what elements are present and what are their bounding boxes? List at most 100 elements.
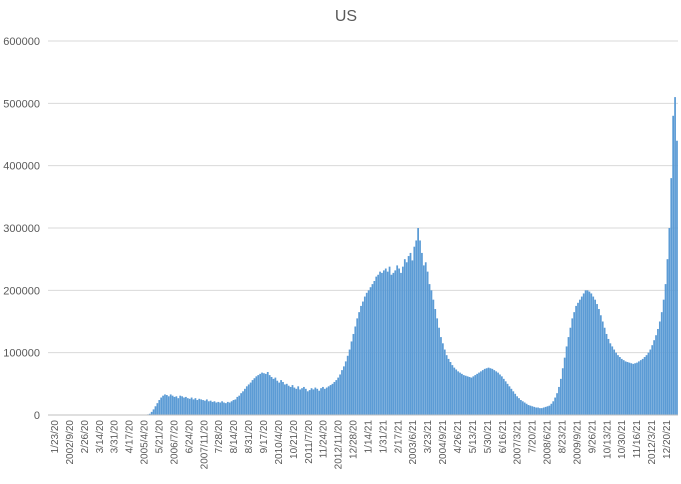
x-tick-label: 2002/9/20 [65,420,76,465]
bar [274,377,277,415]
bar [483,368,486,415]
bar [396,265,399,415]
x-tick-label: 10/13/21 [602,420,613,459]
bar [599,315,602,415]
bar [468,376,471,415]
bar [624,361,627,415]
bar [628,362,631,415]
bar [495,371,498,415]
bar [573,312,576,415]
bar [521,401,524,415]
bar [660,312,663,415]
bar [565,346,568,415]
bar [421,252,423,415]
bar [548,405,551,415]
bar [348,349,351,415]
x-tick-label: 1/31/21 [378,420,389,454]
bar [525,403,528,415]
bar [358,312,360,415]
bar [447,358,450,415]
x-tick-label: 2009/9/21 [572,420,583,465]
bar [400,272,402,415]
bar [167,396,170,415]
bar [500,376,503,415]
bar [493,370,496,415]
bar [594,299,597,415]
bar [636,362,638,415]
bar [261,372,263,415]
bar [234,399,237,415]
bar [379,271,381,415]
bar [228,402,231,415]
bar [411,260,414,415]
bar [440,337,442,415]
bar [367,290,370,415]
bar [333,381,336,415]
bar [280,380,282,415]
bar [310,388,313,415]
bar [154,406,157,415]
x-tick-label: 2003/6/21 [408,420,419,465]
bar [516,396,518,415]
bar [247,384,250,415]
bar [430,290,433,415]
bar [236,396,239,415]
bar [179,395,182,415]
y-axis-ticks: 0 100000 200000 300000 400000 500000 600000 [3,36,40,422]
bar [276,380,279,415]
bar [253,378,256,415]
bar [422,265,425,415]
bar [346,355,349,415]
bar [443,349,446,415]
bar [662,299,665,415]
bar [263,373,265,415]
bar [388,266,391,415]
bar [360,305,362,415]
bar [514,393,517,415]
bar [529,405,532,415]
x-axis-ticks: 1/23/20 2002/9/20 2/26/20 3/14/20 3/31/20 4/1… [50,420,673,470]
x-tick-label: 8/23/21 [558,420,569,454]
bar [550,403,553,415]
bar [213,401,216,415]
bar [166,395,168,415]
bar [579,299,581,415]
bar [232,400,235,415]
bar [461,373,463,415]
bar [582,293,585,415]
bar [282,381,284,415]
bar [171,395,174,415]
bar [655,335,657,415]
bar [303,386,305,415]
bar [598,309,600,415]
bar [569,327,572,415]
bar [240,393,242,415]
bar [186,398,189,415]
bar [405,262,408,415]
bar [559,378,562,415]
bar [173,396,176,415]
bar [487,367,490,415]
bar [257,375,260,415]
bar [148,413,151,415]
bar [264,373,267,415]
bar [453,367,456,415]
bar [649,349,652,415]
bar [272,378,275,415]
bar [335,380,338,415]
bar [316,388,319,415]
bar [449,362,452,415]
bar [506,383,509,415]
bar [215,402,218,415]
bar [459,372,461,415]
bar [584,290,587,415]
x-tick-label: 9/26/21 [587,420,598,454]
bar [676,140,678,415]
bar [362,301,364,415]
bar [556,393,558,415]
bar [470,377,473,415]
x-tick-label: 2/17/21 [393,420,404,454]
bar [464,375,467,415]
